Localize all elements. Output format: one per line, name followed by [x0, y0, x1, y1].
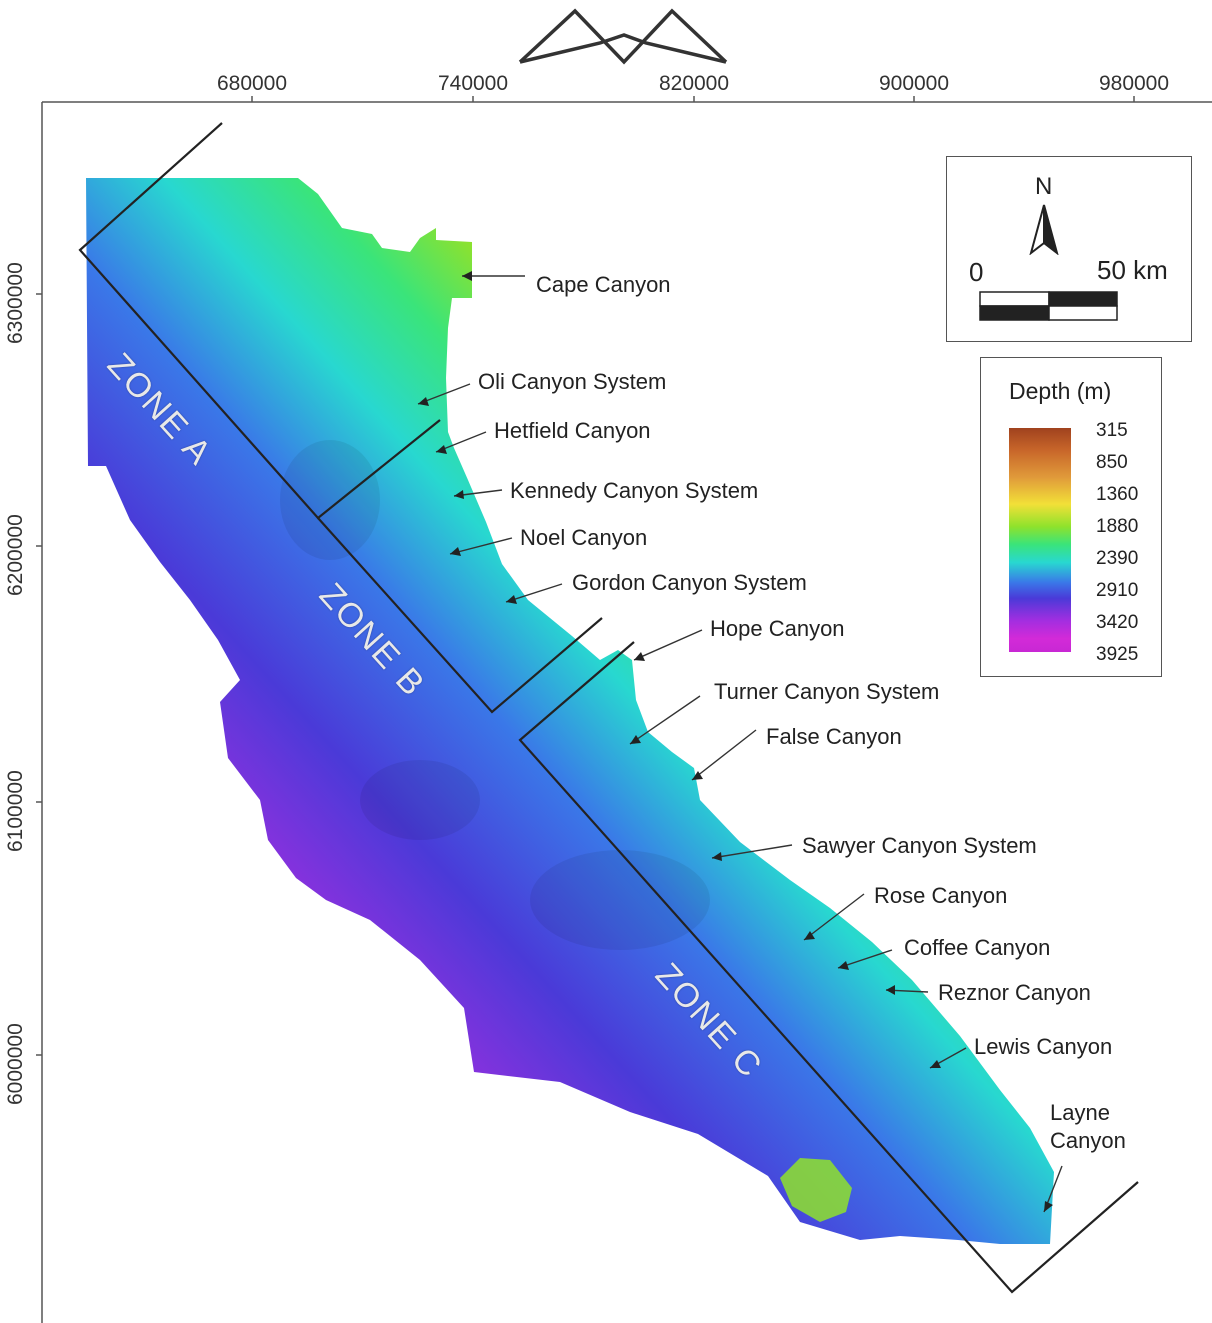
- leader-rose: [803, 893, 865, 941]
- scale-fifty-label: 50 km: [1097, 255, 1168, 285]
- leader-arrowheads: [418, 271, 1053, 1212]
- x-tick-label: 820000: [658, 72, 730, 95]
- scale-and-north-panel: N 0 50 km: [946, 156, 1192, 342]
- y-tick-label: 6100000: [4, 770, 27, 852]
- legend-value: 1360: [1096, 484, 1139, 505]
- label-false-canyon: False Canyon: [766, 724, 902, 749]
- depth-colorbar: [1009, 428, 1071, 652]
- x-axis-ticks: [251, 96, 1135, 102]
- legend-value: 315: [1096, 420, 1128, 441]
- x-tick-label: 900000: [878, 72, 950, 95]
- scale-zero-label: 0: [969, 257, 984, 287]
- seamount: [780, 1158, 852, 1222]
- scale-bar: [979, 291, 1118, 321]
- zone-outlines: [78, 122, 1139, 1294]
- legend-value: 3925: [1096, 644, 1139, 665]
- journal-logo: [518, 8, 728, 65]
- label-gordon-canyon-system: Gordon Canyon System: [572, 570, 807, 595]
- north-arrow-icon: [1029, 204, 1059, 255]
- leader-noel: [449, 537, 513, 555]
- label-hetfield-canyon: Hetfield Canyon: [494, 418, 651, 443]
- label-hope-canyon: Hope Canyon: [710, 616, 845, 641]
- label-lewis-canyon: Lewis Canyon: [974, 1034, 1113, 1059]
- legend-value: 1880: [1096, 516, 1139, 537]
- label-oli-canyon-system: Oli Canyon System: [478, 369, 667, 394]
- leader-hope: [633, 629, 703, 661]
- label-layne-line-2: Canyon: [1050, 1128, 1126, 1153]
- y-axis-ticks: [36, 293, 42, 1056]
- north-label: N: [1035, 173, 1053, 200]
- legend-value: 3420: [1096, 612, 1139, 633]
- leader-false: [691, 729, 757, 781]
- y-tick-label: 6000000: [4, 1023, 27, 1105]
- relief-shading: [280, 440, 710, 950]
- label-layne-line-1: Layne: [1050, 1100, 1110, 1125]
- bathymetry-surface: [86, 178, 1054, 1244]
- legend-value: 2910: [1096, 580, 1139, 601]
- zone-c-outline: [518, 641, 1139, 1294]
- label-turner-canyon-system: Turner Canyon System: [714, 679, 940, 704]
- label-rose-canyon: Rose Canyon: [874, 883, 1008, 908]
- label-sawyer-canyon-system: Sawyer Canyon System: [802, 833, 1037, 858]
- depth-legend: Depth (m) 315 850 1360 1880 2390 2910 34…: [980, 357, 1162, 677]
- leader-turner: [629, 695, 701, 745]
- legend-title: Depth (m): [1009, 378, 1112, 404]
- label-kennedy-canyon-system: Kennedy Canyon System: [510, 478, 759, 503]
- zone-b-outline: [317, 517, 603, 714]
- label-coffee-canyon: Coffee Canyon: [904, 935, 1051, 960]
- y-tick-label: 6300000: [4, 262, 27, 344]
- leader-sawyer: [711, 844, 793, 859]
- x-tick-label: 680000: [216, 72, 288, 95]
- zone-a-outline: [78, 122, 441, 520]
- x-tick-label: 980000: [1098, 72, 1170, 95]
- label-reznor-canyon: Reznor Canyon: [938, 980, 1091, 1005]
- legend-value: 2390: [1096, 548, 1139, 569]
- legend-value: 850: [1096, 452, 1128, 473]
- label-noel-canyon: Noel Canyon: [520, 525, 648, 550]
- x-tick-label: 740000: [437, 72, 509, 95]
- label-cape-canyon: Cape Canyon: [536, 272, 671, 297]
- y-tick-label: 6200000: [4, 514, 27, 596]
